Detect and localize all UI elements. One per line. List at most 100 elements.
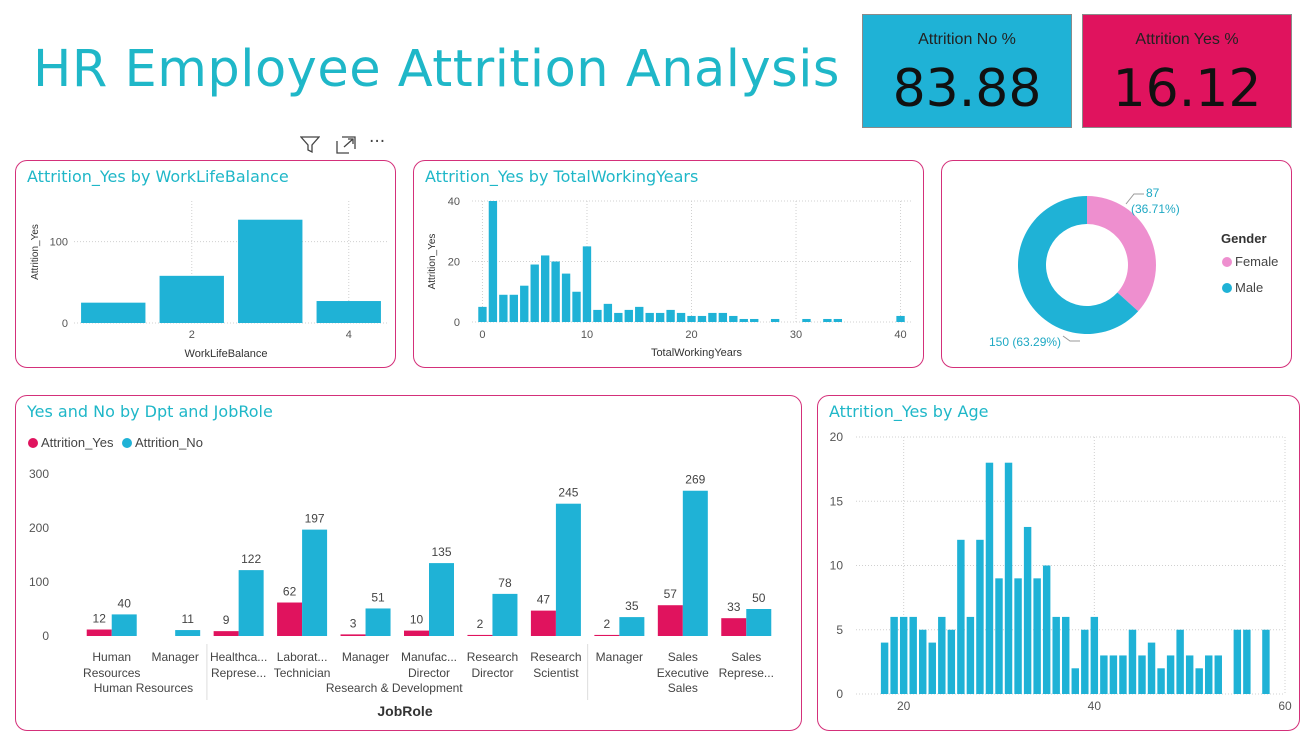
bar: [86, 629, 112, 636]
legend-item-female[interactable]: Female: [1222, 254, 1278, 269]
chart-card-worklifebalance[interactable]: Attrition_Yes by WorkLifeBalance 0 100 2 4 W…: [15, 160, 396, 368]
data-label: 3: [350, 616, 357, 630]
kpi-value: 16.12: [1112, 59, 1262, 119]
data-label: 150 (63.29%): [989, 335, 1061, 349]
data-label: 12: [93, 612, 107, 626]
x-tick-label: Scientist: [533, 666, 579, 680]
y-tick-label: 20: [448, 257, 460, 269]
x-tick-label: Technician: [274, 666, 331, 680]
data-label: (36.71%): [1131, 202, 1180, 216]
bar: [572, 291, 581, 322]
bar: [687, 315, 696, 322]
x-tick-label: 4: [346, 329, 352, 341]
data-label: 2: [477, 617, 484, 631]
x-tick-label: 40: [1088, 699, 1102, 713]
bar: [802, 318, 811, 322]
bar: [1176, 629, 1184, 694]
x-tick-label: Research: [530, 650, 581, 664]
bar: [340, 634, 366, 636]
bar: [365, 608, 391, 636]
bar: [1090, 616, 1099, 694]
data-label: 10: [410, 613, 424, 627]
legend-label: Female: [1235, 254, 1279, 269]
x-tick-label: 10: [581, 329, 593, 341]
y-tick-label: 0: [836, 687, 843, 701]
bar: [750, 318, 759, 322]
bar: [1195, 668, 1203, 694]
x-tick-label: Manager: [151, 650, 198, 664]
y-tick-label: 0: [454, 317, 460, 329]
bar: [530, 264, 539, 322]
bar: [111, 614, 137, 636]
x-tick-label: Director: [471, 666, 513, 680]
bar: [1100, 655, 1108, 694]
kpi-card-attrition-no[interactable]: Attrition No % 83.88: [862, 14, 1072, 128]
bar: [603, 303, 613, 322]
bar: [509, 294, 518, 322]
bar: [746, 609, 772, 636]
bar: [1023, 526, 1032, 694]
data-label: 197: [305, 512, 325, 526]
bar: [540, 255, 550, 322]
data-label: 135: [431, 545, 451, 559]
legend-label: Male: [1235, 280, 1264, 295]
data-label: 51: [371, 590, 385, 604]
bar: [467, 634, 493, 636]
filter-icon[interactable]: [299, 136, 321, 158]
x-tick-label: 40: [894, 329, 906, 341]
chart-title: Attrition_Yes by Age: [829, 402, 989, 421]
x-axis-label: JobRole: [377, 703, 432, 719]
bar: [488, 201, 498, 322]
focus-mode-icon[interactable]: [336, 136, 356, 158]
bar: [1109, 655, 1118, 694]
x-tick-label: 20: [897, 699, 911, 713]
y-tick-label: 10: [830, 559, 844, 573]
chart-totalworkingyears: 0 10 20 30 40 0 20 40 TotalWorkingYears Attrition…: [427, 196, 911, 359]
chart-jobrole: 0 100 200 300 12 40 Human Resources 11 Manager 9 12…: [29, 467, 774, 719]
chart-worklifebalance: 0 100 2 4 WorkLifeBalance Attrition_Yes: [30, 201, 388, 360]
bar: [499, 294, 508, 322]
donut-slice: [1087, 196, 1156, 312]
group-label: Research & Development: [326, 681, 463, 695]
x-tick-label: Represe...: [211, 666, 266, 680]
kpi-card-attrition-yes[interactable]: Attrition Yes % 16.12: [1082, 14, 1292, 128]
legend-marker: [1222, 257, 1232, 267]
y-tick-label: 40: [448, 196, 460, 208]
chart-card-totalworkingyears[interactable]: Attrition_Yes by TotalWorkingYears 0 10 20…: [413, 160, 924, 368]
kpi-label: Attrition Yes %: [1135, 31, 1239, 48]
chart-card-jobrole[interactable]: Yes and No by Dpt and JobRole Attrition_…: [15, 395, 802, 731]
chart-card-age[interactable]: Attrition_Yes by Age 20 40 60 0 5 10 15 20: [817, 395, 1300, 731]
bar: [175, 630, 201, 636]
data-label: 269: [685, 473, 705, 487]
data-label: 62: [283, 585, 297, 599]
x-tick-label: Manager: [596, 650, 643, 664]
chart-card-gender[interactable]: 87 (36.71%) 150 (63.29%) Gender Female Mal…: [941, 160, 1292, 368]
data-label: 245: [558, 486, 578, 500]
bar: [985, 462, 994, 694]
legend-marker: [28, 438, 38, 448]
bar: [957, 539, 965, 694]
bar: [520, 285, 529, 322]
leader-line: [1125, 193, 1144, 205]
bar: [697, 315, 707, 322]
legend-item-attrition-no[interactable]: Attrition_No: [122, 435, 203, 450]
y-tick-label: 300: [29, 467, 49, 481]
bar: [657, 605, 683, 636]
legend-item-attrition-yes[interactable]: Attrition_Yes: [28, 435, 114, 450]
more-options-icon[interactable]: ···: [369, 132, 386, 152]
bar: [492, 593, 518, 636]
legend-item-male[interactable]: Male: [1222, 280, 1263, 295]
x-tick-label: Manufac...: [401, 650, 457, 664]
bar: [1205, 655, 1213, 694]
data-label: 9: [223, 613, 230, 627]
bar: [1214, 655, 1222, 694]
bar: [81, 302, 146, 323]
bar: [635, 306, 644, 322]
bar: [1166, 655, 1175, 694]
x-tick-label: 60: [1278, 699, 1292, 713]
bar: [718, 312, 728, 322]
x-tick-label: Executive: [657, 666, 709, 680]
bar: [833, 318, 843, 322]
bar: [655, 312, 665, 322]
bar: [624, 309, 633, 322]
